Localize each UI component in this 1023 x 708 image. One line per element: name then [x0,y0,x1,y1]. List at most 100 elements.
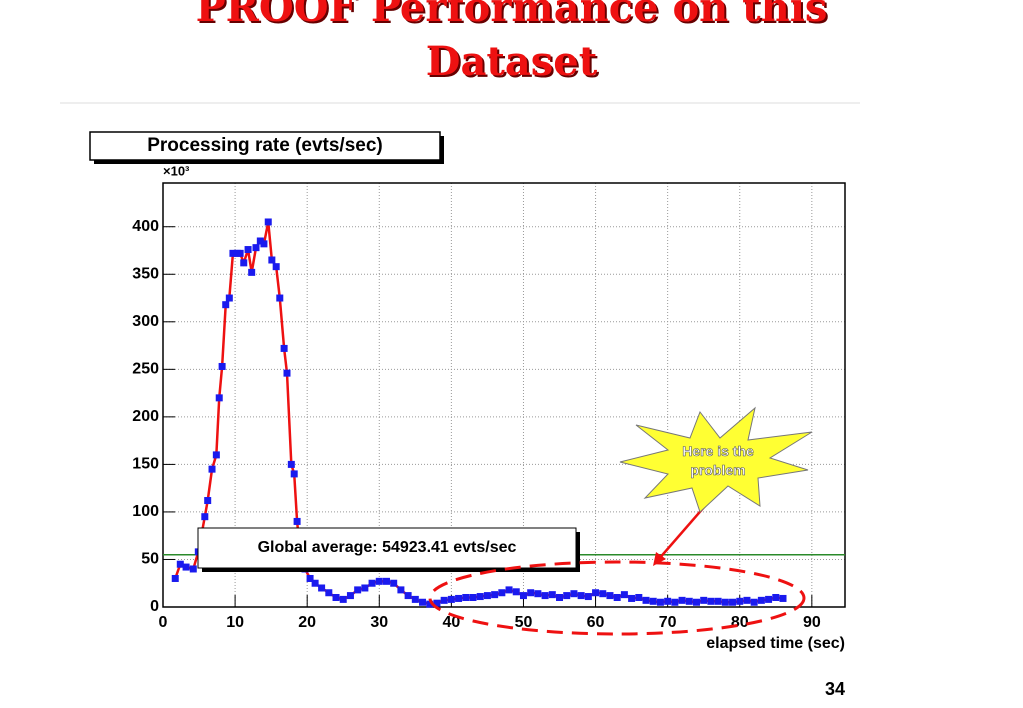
rate-marker [225,294,233,302]
rate-marker [750,598,758,606]
rate-marker [354,586,362,594]
rate-marker [765,595,773,603]
rate-marker [240,259,248,267]
rate-marker [325,589,333,597]
page-number: 34 [825,679,845,699]
rate-marker [244,246,252,254]
rate-marker [433,599,441,607]
rate-marker [483,592,491,600]
y-multiplier: ×10³ [163,163,190,178]
rate-marker [268,256,276,264]
rate-marker [779,594,787,602]
y-tick-label: 250 [132,361,159,378]
rate-marker [189,565,197,573]
rate-marker [447,595,455,603]
slide-title: PROOF Performance on this [195,0,828,31]
callout-label: Here is the problem [682,443,754,478]
rate-marker [272,263,280,271]
rate-marker [491,591,499,599]
rate-marker [419,598,427,606]
rate-marker [642,596,650,604]
rate-marker [264,218,272,226]
rate-marker [176,560,184,568]
rate-marker [613,593,621,601]
rate-marker [293,517,301,525]
rate-marker [664,597,672,605]
rate-marker [469,593,477,601]
rate-marker [229,249,237,257]
rate-marker [236,249,244,257]
rate-marker [707,597,715,605]
rate-marker [287,460,295,468]
rate-marker [252,244,260,252]
x-tick-label: 20 [298,614,316,631]
rate-marker [276,294,284,302]
y-tick-label: 0 [150,598,159,615]
rate-marker [311,579,319,587]
rate-marker [685,597,693,605]
arrow-head [653,552,666,566]
rate-marker [678,596,686,604]
rate-marker [743,596,751,604]
rate-marker [204,497,212,505]
average-box [197,527,577,569]
rate-marker [671,598,679,606]
y-tick-label: 100 [132,503,159,520]
rate-marker [599,590,607,598]
plot-frame [162,182,846,608]
rate-marker [592,589,600,597]
rate-marker [382,577,390,585]
rate-marker [212,451,220,459]
rate-marker [656,598,664,606]
rate-line [174,221,784,606]
rate-marker [584,593,592,601]
rate-marker [635,593,643,601]
rate-marker [411,595,419,603]
y-tick-label: 300 [132,313,159,330]
rate-marker [201,513,209,521]
rate-marker [260,240,268,248]
rate-marker [290,470,298,478]
slide-title: Dataset [425,38,598,85]
problem-ellipse [428,560,806,636]
rate-marker [218,362,226,370]
rate-marker [649,597,657,605]
rate-marker [462,593,470,601]
rate-marker [318,584,326,592]
rate-marker [563,592,571,600]
rate-marker [692,598,700,606]
rate-marker [346,592,354,600]
rate-marker [332,593,340,601]
rate-marker [721,598,729,606]
rate-marker [541,592,549,600]
x-tick-label: 80 [731,614,749,631]
rate-marker [440,596,448,604]
rate-marker [306,574,314,582]
x-tick-label: 90 [803,614,821,631]
rate-marker [556,593,564,601]
x-axis-label: elapsed time (sec) [706,635,845,652]
rate-marker [714,597,722,605]
callout-burst [619,406,813,513]
rate-marker [498,589,506,597]
rate-marker [390,579,398,587]
x-tick-label: 40 [442,614,460,631]
rate-marker [527,589,535,597]
rate-marker [700,596,708,604]
y-tick-label: 400 [132,218,159,235]
rate-marker [577,592,585,600]
x-tick-label: 0 [159,614,168,631]
rate-marker [729,598,737,606]
rate-marker [426,600,434,608]
rate-marker [476,593,484,601]
y-tick-label: 350 [132,265,159,282]
x-tick-label: 60 [587,614,605,631]
rate-marker [772,593,780,601]
rate-marker [736,597,744,605]
rate-marker [280,344,288,352]
x-tick-label: 10 [226,614,244,631]
y-tick-label: 200 [132,408,159,425]
y-tick-label: 150 [132,456,159,473]
x-tick-label: 50 [515,614,533,631]
